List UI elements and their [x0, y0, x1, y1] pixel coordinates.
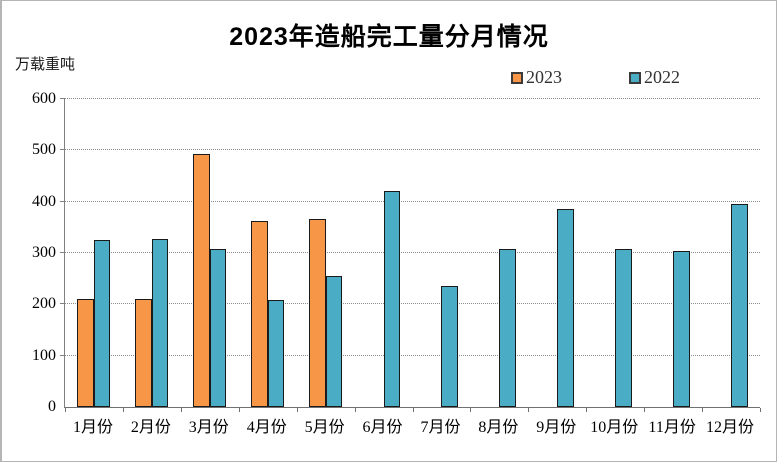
x-axis-tick-9 — [586, 408, 588, 412]
bar-2022-m12 — [731, 204, 748, 407]
bar-2022-m4 — [267, 300, 285, 407]
y-axis-tick-100 — [60, 354, 65, 356]
legend: 2023 2022 — [511, 67, 680, 88]
gridline-500 — [65, 149, 760, 151]
x-axis-tick-4 — [296, 408, 298, 412]
x-tick-label-m3: 3月份 — [188, 419, 229, 436]
x-tick-label-m6: 6月份 — [362, 419, 403, 436]
legend-label-2023: 2023 — [526, 67, 562, 87]
bar-2023-m1 — [77, 299, 94, 407]
bar-2022-m7 — [441, 286, 458, 407]
bar-2022-m9 — [557, 209, 574, 407]
bar-2022-m8 — [499, 248, 516, 407]
x-axis-tick-12 — [760, 408, 761, 412]
legend-item-2023: 2023 — [511, 67, 562, 88]
chart-title: 2023年造船完工量分月情况 — [229, 23, 549, 51]
x-axis-tick-10 — [644, 408, 646, 412]
bar-2022-m6 — [383, 191, 401, 407]
x-axis-tick-11 — [702, 408, 704, 412]
x-tick-label-m9: 9月份 — [536, 419, 577, 436]
legend-item-2022: 2022 — [629, 67, 680, 88]
bar-2023-m5 — [309, 218, 326, 407]
bar-2023-m2 — [135, 298, 152, 407]
y-tick-label-100: 100 — [32, 346, 56, 364]
y-tick-label-500: 500 — [32, 141, 56, 159]
bar-2022-m11 — [673, 251, 690, 407]
x-tick-label-m10: 10月份 — [590, 419, 639, 436]
x-axis-tick-2 — [180, 408, 182, 412]
legend-swatch-2023 — [511, 71, 523, 84]
y-tick-label-400: 400 — [32, 192, 56, 210]
bar-2023-m4 — [251, 220, 268, 407]
gridline-600 — [65, 98, 760, 99]
gridline-400 — [65, 200, 760, 202]
plot-area — [60, 98, 761, 412]
y-tick-label-300: 300 — [32, 244, 56, 261]
y-axis-tick-400 — [60, 200, 65, 202]
gridline-300 — [65, 252, 760, 253]
gridline-100 — [65, 354, 760, 356]
gridline-200 — [65, 303, 760, 305]
x-axis-tick-6 — [412, 408, 414, 412]
bar-2022-m5 — [325, 276, 343, 407]
x-tick-label-m7: 7月份 — [420, 419, 461, 436]
bar-2022-m2 — [151, 239, 169, 407]
x-axis-tick-5 — [354, 408, 356, 412]
x-axis-tick-1 — [122, 408, 124, 412]
y-tick-label-600: 600 — [32, 90, 56, 107]
x-tick-label-m8: 8月份 — [478, 419, 519, 436]
bar-2023-m3 — [193, 153, 210, 407]
y-axis-tick-500 — [60, 149, 65, 151]
x-tick-label-m2: 2月份 — [130, 419, 171, 436]
y-axis-tick-300 — [60, 252, 65, 253]
x-axis-tick-7 — [470, 408, 472, 412]
legend-label-2022: 2022 — [644, 67, 680, 87]
legend-swatch-2022 — [629, 71, 641, 84]
bar-2022-m1 — [93, 240, 111, 407]
x-axis-tick-0 — [65, 408, 66, 412]
x-tick-label-m11: 11月份 — [648, 419, 696, 436]
x-axis-tick-8 — [528, 408, 530, 412]
bar-2022-m10 — [615, 249, 632, 407]
y-axis-unit-label: 万载重吨 — [15, 57, 76, 73]
y-axis-tick-600 — [60, 98, 65, 99]
y-tick-label-0: 0 — [48, 398, 56, 415]
x-tick-label-m5: 5月份 — [304, 419, 345, 436]
y-axis-tick-200 — [60, 303, 65, 305]
x-tick-label-m1: 1月份 — [72, 419, 113, 436]
x-axis-tick-3 — [238, 408, 240, 412]
x-tick-label-m4: 4月份 — [246, 419, 287, 436]
bar-2022-m3 — [209, 248, 227, 407]
x-tick-label-m12: 12月份 — [706, 419, 755, 436]
y-tick-label-200: 200 — [32, 295, 56, 313]
